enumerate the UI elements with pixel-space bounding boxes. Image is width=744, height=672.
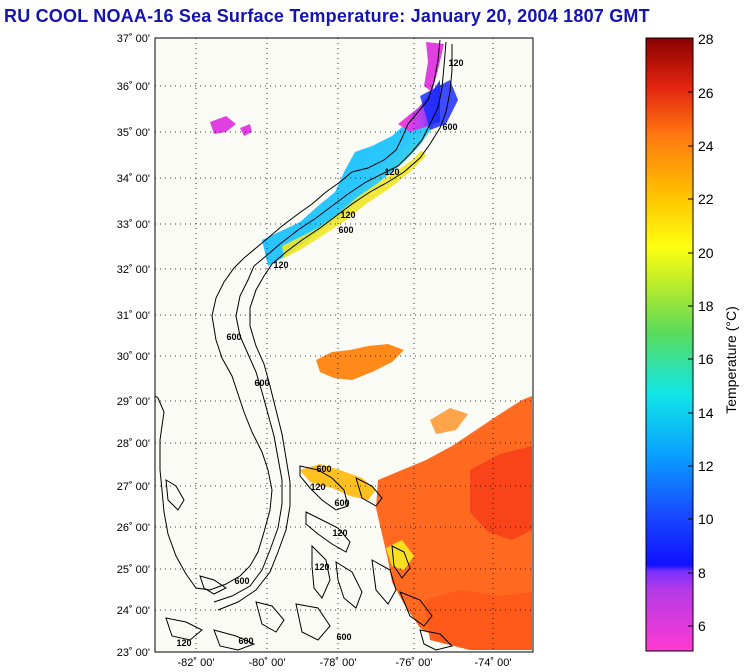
y-tick-label: 30˚ 00' <box>117 351 150 363</box>
colorbar-tick-label: 8 <box>698 565 706 581</box>
y-tick-label: 33˚ 00' <box>117 219 150 231</box>
contour-label: 120 <box>310 482 325 492</box>
contour-label: 120 <box>384 167 399 177</box>
y-tick-label: 32˚ 00' <box>117 264 150 276</box>
contour-labels: 120 600 120 600 120 600 120 600 120 600 … <box>176 58 463 648</box>
y-tick-label: 35˚ 00' <box>117 127 150 139</box>
colorbar-tick-label: 18 <box>698 298 714 314</box>
y-tick-label: 29˚ 00' <box>117 396 150 408</box>
x-tick-label: -82˚ 00' <box>178 657 215 669</box>
contour-label: 600 <box>238 636 253 646</box>
colorbar-tick-label: 24 <box>698 138 714 154</box>
colorbar-label: Temperature (°C) <box>723 306 739 414</box>
y-tick-label: 27˚ 00' <box>117 481 150 493</box>
coastline-layer <box>154 39 453 651</box>
contour-label: 600 <box>226 332 241 342</box>
contour-label: 120 <box>448 58 463 68</box>
colorbar-tick-label: 20 <box>698 245 714 261</box>
x-tick-label: -80˚ 00' <box>249 657 286 669</box>
y-tick-label: 24˚ 00' <box>117 605 150 617</box>
colorbar-tick-label: 14 <box>698 405 714 421</box>
y-tick-label: 28˚ 00' <box>117 438 150 450</box>
contour-label: 600 <box>442 122 457 132</box>
contour-label: 120 <box>332 528 347 538</box>
colorbar-tick-label: 16 <box>698 351 714 367</box>
map-title: RU COOL NOAA-16 Sea Surface Temperature:… <box>4 6 650 26</box>
colorbar-tick-label: 12 <box>698 458 714 474</box>
y-tick-label: 34˚ 00' <box>117 173 150 185</box>
y-tick-label: 31˚ 00' <box>117 310 150 322</box>
contour-label: 600 <box>316 464 331 474</box>
x-axis-labels: -82˚ 00' -80˚ 00' -78˚ 00' -76˚ 00' -74˚… <box>178 657 512 669</box>
x-tick-label: -74˚ 00' <box>475 657 512 669</box>
colorbar-tick-label: 26 <box>698 85 714 101</box>
x-tick-label: -76˚ 00' <box>396 657 433 669</box>
contour-label: 600 <box>334 498 349 508</box>
contour-label: 600 <box>338 225 353 235</box>
contour-label: 120 <box>314 562 329 572</box>
y-tick-label: 23˚ 00' <box>117 647 150 659</box>
plot-frame <box>154 37 534 653</box>
y-tick-label: 26˚ 00' <box>117 522 150 534</box>
y-tick-label: 37˚ 00' <box>117 33 150 45</box>
contour-label: 600 <box>254 378 269 388</box>
contour-label: 600 <box>336 632 351 642</box>
colorbar-tick-label: 6 <box>698 618 706 634</box>
x-tick-label: -78˚ 00' <box>320 657 357 669</box>
y-tick-label: 25˚ 00' <box>117 564 150 576</box>
contour-label: 120 <box>340 210 355 220</box>
y-axis-labels: 37˚ 00' 36˚ 00' 35˚ 00' 34˚ 00' 33˚ 00' … <box>117 33 150 659</box>
colorbar-tick-label: 28 <box>698 31 714 47</box>
colorbar-tick-label: 10 <box>698 511 714 527</box>
colorbar-gradient <box>645 37 694 652</box>
graticule <box>155 38 533 652</box>
colorbar-tick-label: 22 <box>698 191 714 207</box>
colorbar-ticks: 28 26 24 22 20 18 16 14 12 10 8 6 <box>698 31 714 634</box>
contour-label: 120 <box>176 638 191 648</box>
y-tick-label: 36˚ 00' <box>117 81 150 93</box>
colorbar: 28 26 24 22 20 18 16 14 12 10 8 6 Temp <box>645 31 739 652</box>
contour-label: 120 <box>273 260 288 270</box>
contour-label: 600 <box>234 576 249 586</box>
colorbar-tick-marks <box>688 91 693 627</box>
